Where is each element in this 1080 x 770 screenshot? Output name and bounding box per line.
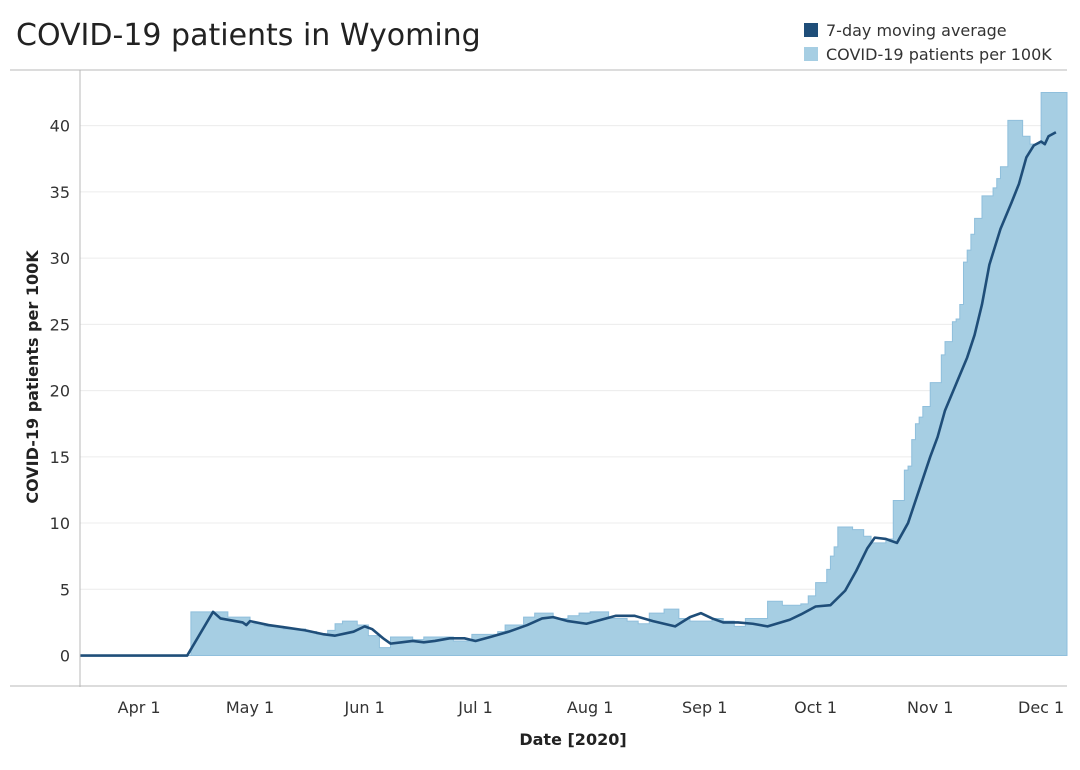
y-tick-label: 20 <box>50 382 70 401</box>
x-tick-label: Jun 1 <box>344 698 385 717</box>
x-tick-label: Sep 1 <box>682 698 727 717</box>
x-tick-label: Dec 1 <box>1018 698 1064 717</box>
x-tick-label: Apr 1 <box>118 698 161 717</box>
x-tick-label: Oct 1 <box>794 698 837 717</box>
legend-item-patients: COVID-19 patients per 100K <box>804 42 1052 66</box>
y-tick-label: 35 <box>50 183 70 202</box>
y-tick-label: 15 <box>50 448 70 467</box>
moving-average-series <box>80 131 1057 657</box>
patients-area-series <box>80 92 1068 657</box>
x-axis-title: Date [2020] <box>519 730 626 749</box>
y-tick-label: 25 <box>50 315 70 334</box>
axes: 0 5 10 15 20 25 30 35 40 Apr 1 May 1 Jun 1 Jul 1 Aug … <box>10 69 1067 717</box>
x-tick-label: Jul 1 <box>457 698 493 717</box>
moving-average-line <box>80 131 1057 657</box>
legend-label-moving-average: 7-day moving average <box>826 20 1007 40</box>
legend: 7-day moving average COVID-19 patients p… <box>804 18 1052 66</box>
y-tick-label: 10 <box>50 514 70 533</box>
x-tick-label: Nov 1 <box>907 698 954 717</box>
patients-step-area <box>80 92 1068 657</box>
legend-swatch-patients <box>804 47 818 61</box>
y-tick-label: 30 <box>50 249 70 268</box>
legend-label-patients: COVID-19 patients per 100K <box>826 44 1052 64</box>
x-tick-label: Aug 1 <box>567 698 614 717</box>
x-tick-label: May 1 <box>226 698 274 717</box>
y-axis-title: COVID-19 patients per 100K <box>23 250 42 504</box>
y-tick-label: 40 <box>50 117 70 136</box>
legend-swatch-moving-average <box>804 23 818 37</box>
legend-item-moving-average: 7-day moving average <box>804 18 1052 42</box>
y-tick-label: 0 <box>60 647 70 666</box>
y-tick-label: 5 <box>60 580 70 599</box>
chart-title: COVID-19 patients in Wyoming <box>16 18 481 53</box>
